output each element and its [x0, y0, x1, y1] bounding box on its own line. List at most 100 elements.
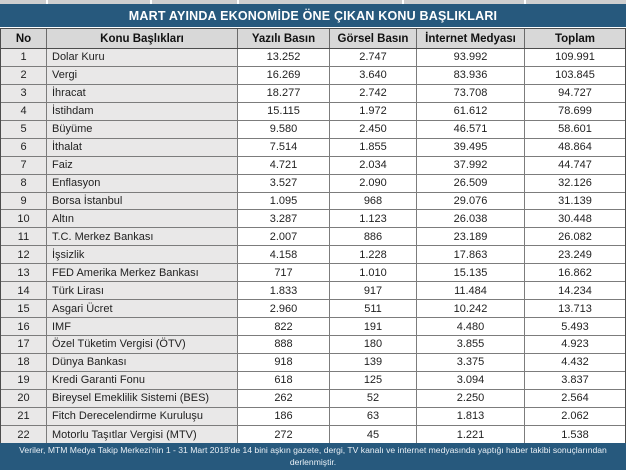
- cell-internet-media: 3.375: [417, 353, 525, 371]
- table-row: 16 IMF 822 191 4.480 5.493: [1, 318, 625, 336]
- cell-print-press: 262: [238, 389, 330, 407]
- cell-no: 15: [1, 300, 47, 318]
- cell-visual-press: 139: [330, 353, 417, 371]
- cell-total: 32.126: [558, 177, 592, 190]
- cell-no: 21: [1, 407, 47, 425]
- cell-topic: İstihdam: [47, 102, 238, 120]
- cell-topic: Türk Lirası: [47, 282, 238, 300]
- cell-print-press: 1.095: [238, 192, 330, 210]
- cell-no: 19: [1, 371, 47, 389]
- table-row: 9 Borsa İstanbul 1.095 968 29.076 31.139: [1, 192, 625, 211]
- cell-visual-press: 1.855: [330, 138, 417, 156]
- cell-no: 3: [1, 84, 47, 102]
- cell-internet-media: 93.992: [417, 49, 525, 66]
- cell-visual-press: 511: [330, 300, 417, 318]
- cell-topic: Altın: [47, 210, 238, 228]
- cell-total: 58.601: [558, 123, 592, 136]
- cell-internet-media: 2.250: [417, 389, 525, 407]
- table-row: 17 Özel Tüketim Vergisi (ÖTV) 888 180 3.…: [1, 336, 625, 354]
- cell-no: 13: [1, 264, 47, 282]
- cell-print-press: 717: [238, 264, 330, 282]
- cell-no: 10: [1, 210, 47, 228]
- cell-no: 16: [1, 318, 47, 335]
- cell-no: 4: [1, 102, 47, 120]
- cell-total: 3.837: [561, 374, 589, 387]
- cell-print-press: 16.269: [238, 66, 330, 84]
- cell-total: 2.062: [561, 410, 589, 423]
- cell-no: 17: [1, 336, 47, 353]
- table-row: 4 İstihdam 15.115 1.972 61.612 78.699: [1, 102, 625, 121]
- cell-topic: Motorlu Taşıtlar Vergisi (MTV): [47, 425, 238, 444]
- cell-internet-media: 1.813: [417, 407, 525, 425]
- cell-internet-media: 3.855: [417, 336, 525, 353]
- cell-print-press: 186: [238, 407, 330, 425]
- cell-no: 12: [1, 246, 47, 264]
- cell-visual-press: 180: [330, 336, 417, 353]
- cell-visual-press: 1.972: [330, 102, 417, 120]
- table-row: 8 Enflasyon 3.527 2.090 26.509 32.126: [1, 174, 625, 193]
- cell-print-press: 3.527: [238, 174, 330, 192]
- cell-total: 23.249: [558, 248, 592, 261]
- cell-internet-media: 3.094: [417, 371, 525, 389]
- cell-print-press: 2.960: [238, 300, 330, 318]
- cell-visual-press: 917: [330, 282, 417, 300]
- cell-internet-media: 4.480: [417, 318, 525, 335]
- cell-print-press: 9.580: [238, 120, 330, 138]
- cell-total: 4.432: [561, 356, 589, 369]
- cell-total: 48.864: [558, 141, 592, 154]
- table-row: 6 İthalat 7.514 1.855 39.495 48.864: [1, 138, 625, 157]
- cell-internet-media: 83.936: [417, 66, 525, 84]
- cell-print-press: 4.158: [238, 246, 330, 264]
- cell-visual-press: 191: [330, 318, 417, 335]
- source-note-bar: Veriler, MTM Medya Takip Merkezi'nin 1 -…: [0, 443, 626, 470]
- cell-topic: Asgari Ücret: [47, 300, 238, 318]
- cell-topic: İhracat: [47, 84, 238, 102]
- cell-visual-press: 3.640: [330, 66, 417, 84]
- cell-internet-media: 10.242: [417, 300, 525, 318]
- table-row: 14 Türk Lirası 1.833 917 11.484 14.234: [1, 282, 625, 301]
- cell-internet-media: 37.992: [417, 156, 525, 174]
- cell-total: 16.862: [558, 266, 592, 279]
- cell-print-press: 618: [238, 371, 330, 389]
- cell-internet-media: 26.038: [417, 210, 525, 228]
- cell-no: 7: [1, 156, 47, 174]
- cell-topic: Bireysel Emeklilik Sistemi (BES): [47, 389, 238, 407]
- cell-topic: Özel Tüketim Vergisi (ÖTV): [47, 336, 238, 353]
- cell-print-press: 918: [238, 353, 330, 371]
- column-header-internet-media: İnternet Medyası: [417, 29, 525, 48]
- table-row: 1 Dolar Kuru 13.252 2.747 93.992 109.991: [1, 49, 625, 67]
- table-row: 20 Bireysel Emeklilik Sistemi (BES) 262 …: [1, 389, 625, 408]
- cell-print-press: 18.277: [238, 84, 330, 102]
- cell-print-press: 4.721: [238, 156, 330, 174]
- cell-no: 2: [1, 66, 47, 84]
- cell-topic: FED Amerika Merkez Bankası: [47, 264, 238, 282]
- table-row: 7 Faiz 4.721 2.034 37.992 44.747: [1, 156, 625, 175]
- column-header-total: Toplam: [554, 32, 596, 45]
- cell-total: 109.991: [555, 51, 595, 64]
- cell-internet-media: 39.495: [417, 138, 525, 156]
- cell-topic: Borsa İstanbul: [47, 192, 238, 210]
- table-row: 2 Vergi 16.269 3.640 83.936 103.845: [1, 66, 625, 85]
- data-table: No Konu Başlıkları Yazılı Basın Görsel B…: [0, 28, 626, 444]
- cell-visual-press: 2.090: [330, 174, 417, 192]
- cell-internet-media: 26.509: [417, 174, 525, 192]
- cell-topic: İşsizlik: [47, 246, 238, 264]
- cell-visual-press: 886: [330, 228, 417, 246]
- column-header-print-press: Yazılı Basın: [238, 29, 330, 48]
- table-row: 18 Dünya Bankası 918 139 3.375 4.432: [1, 353, 625, 372]
- cell-print-press: 13.252: [238, 49, 330, 66]
- cell-total: 78.699: [558, 105, 592, 118]
- cell-topic: IMF: [47, 318, 238, 335]
- cell-no: 8: [1, 174, 47, 192]
- cell-topic: T.C. Merkez Bankası: [47, 228, 238, 246]
- report-title-bar: MART AYINDA EKONOMİDE ÖNE ÇIKAN KONU BAŞ…: [0, 4, 626, 27]
- cell-internet-media: 1.221: [417, 425, 525, 444]
- cell-topic: Kredi Garanti Fonu: [47, 371, 238, 389]
- cell-internet-media: 61.612: [417, 102, 525, 120]
- cell-no: 9: [1, 192, 47, 210]
- cell-print-press: 888: [238, 336, 330, 353]
- table-row: 19 Kredi Garanti Fonu 618 125 3.094 3.83…: [1, 371, 625, 390]
- cell-visual-press: 2.747: [330, 49, 417, 66]
- cell-internet-media: 11.484: [417, 282, 525, 300]
- cell-total: 31.139: [558, 194, 592, 207]
